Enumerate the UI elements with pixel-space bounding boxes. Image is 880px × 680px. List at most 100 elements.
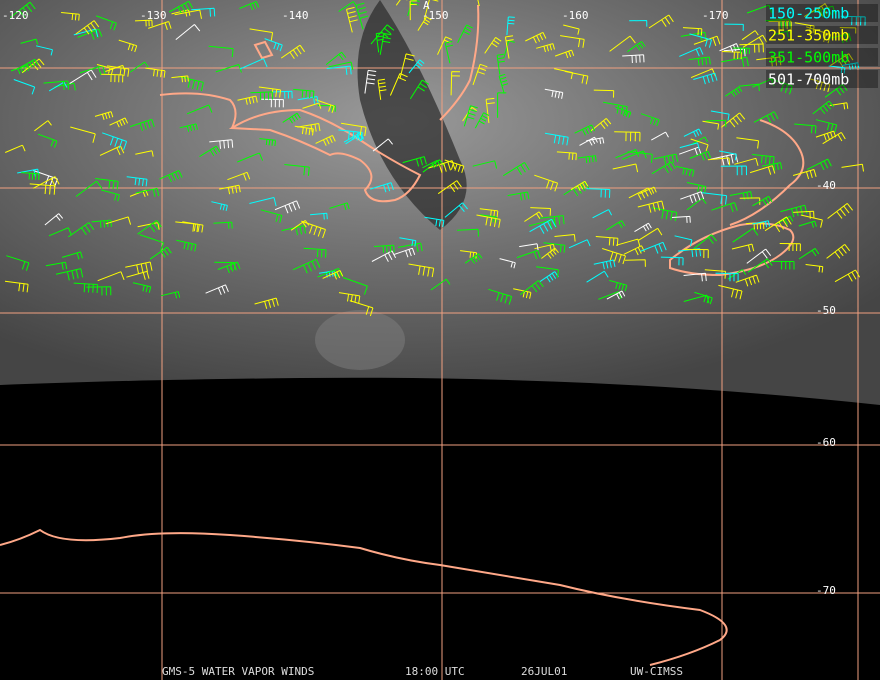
wind-barb bbox=[544, 132, 569, 146]
wind-barb bbox=[841, 62, 860, 70]
wind-barb bbox=[217, 261, 241, 274]
legend-entry: 501-700mb bbox=[768, 71, 849, 89]
wind-barb bbox=[349, 300, 374, 317]
wind-barb bbox=[682, 27, 703, 36]
wind-barb bbox=[731, 243, 755, 253]
wind-barb bbox=[723, 48, 746, 57]
wind-barb bbox=[186, 104, 213, 115]
wind-barb bbox=[328, 61, 354, 71]
wind-barb bbox=[176, 239, 197, 252]
coastline bbox=[669, 222, 795, 277]
wind-barb bbox=[346, 6, 358, 33]
wind-barb bbox=[105, 64, 126, 72]
wind-barb bbox=[693, 72, 718, 85]
wind-barb bbox=[827, 203, 853, 219]
wind-barb bbox=[472, 160, 498, 169]
wind-barb bbox=[624, 259, 646, 267]
wind-barb bbox=[161, 291, 181, 299]
wind-barb bbox=[793, 210, 815, 219]
wind-barb bbox=[725, 86, 743, 97]
wind-barb bbox=[109, 117, 129, 128]
wind-barb bbox=[688, 56, 711, 66]
wind-barb bbox=[752, 220, 770, 228]
wind-barb bbox=[191, 7, 216, 17]
wind-barb bbox=[95, 178, 119, 190]
wind-barb bbox=[393, 247, 416, 258]
wind-barb bbox=[322, 270, 344, 280]
wind-barb bbox=[250, 91, 273, 100]
wind-barb bbox=[840, 15, 866, 26]
wind-barb bbox=[826, 244, 851, 259]
wind-barb bbox=[525, 31, 547, 44]
wind-barb bbox=[715, 272, 739, 282]
wind-barb bbox=[499, 258, 516, 269]
wind-barb bbox=[810, 5, 836, 18]
wind-barb bbox=[775, 215, 794, 226]
wind-barb bbox=[627, 151, 653, 163]
wind-barb bbox=[721, 51, 742, 60]
wind-barb bbox=[355, 2, 369, 30]
wind-barb bbox=[293, 88, 315, 99]
wind-barb bbox=[444, 41, 454, 64]
wind-barb bbox=[21, 172, 40, 181]
wind-barb bbox=[408, 263, 435, 278]
wind-barb bbox=[586, 270, 609, 283]
wind-barb bbox=[474, 112, 490, 129]
wind-barb bbox=[606, 220, 626, 231]
wind-barb bbox=[606, 290, 626, 300]
wind-barb bbox=[205, 284, 229, 295]
wind-barb bbox=[264, 38, 283, 52]
wind-barb bbox=[724, 23, 744, 31]
coastline bbox=[729, 119, 805, 226]
wind-barb bbox=[20, 38, 39, 45]
wind-barb bbox=[444, 159, 465, 173]
wind-barb bbox=[761, 162, 783, 171]
wind-barb bbox=[732, 47, 750, 55]
wind-barb bbox=[34, 120, 52, 132]
wind-barb bbox=[171, 75, 189, 83]
wind-barb bbox=[536, 266, 559, 278]
wind-barb bbox=[29, 183, 56, 195]
wind-barb bbox=[590, 118, 612, 132]
wind-barb bbox=[720, 165, 747, 176]
wind-barb bbox=[615, 106, 632, 118]
wind-barb bbox=[679, 142, 700, 150]
wind-barb bbox=[732, 227, 759, 243]
wind-barb bbox=[476, 214, 501, 228]
wind-barb bbox=[808, 78, 831, 93]
wind-barb bbox=[541, 247, 559, 259]
wind-barb bbox=[602, 248, 626, 265]
wind-barb bbox=[148, 21, 172, 30]
wind-barb bbox=[719, 150, 737, 161]
wind-barb bbox=[75, 20, 100, 35]
wind-barb bbox=[274, 200, 301, 214]
wind-barb bbox=[135, 187, 160, 197]
coastline bbox=[253, 40, 274, 60]
wind-barb bbox=[329, 202, 350, 211]
latitude-label: -60 bbox=[816, 436, 836, 449]
wind-barb bbox=[280, 44, 306, 59]
wind-barb bbox=[342, 277, 368, 295]
wind-barb bbox=[628, 187, 653, 201]
footer-text: 26JUL01 bbox=[521, 665, 567, 678]
wind-barb bbox=[742, 34, 768, 48]
wind-barb bbox=[48, 227, 72, 237]
latitude-label: -50 bbox=[816, 304, 836, 317]
wind-barb bbox=[271, 90, 293, 99]
wind-barb bbox=[815, 119, 838, 133]
wind-barb bbox=[422, 159, 441, 169]
dry-slot bbox=[357, 0, 467, 230]
coastline bbox=[159, 92, 237, 129]
wind-barb bbox=[132, 282, 152, 293]
wind-barb bbox=[765, 18, 791, 29]
wind-barb bbox=[683, 272, 707, 282]
wind-barb bbox=[586, 137, 605, 145]
wind-barb bbox=[4, 280, 29, 293]
wind-barb bbox=[640, 113, 660, 127]
wind-barb bbox=[399, 237, 417, 247]
wind-barb bbox=[105, 216, 132, 225]
wind-barb bbox=[423, 0, 439, 20]
legend-entry: 150-250mb bbox=[768, 5, 849, 23]
wind-barb bbox=[379, 33, 392, 55]
